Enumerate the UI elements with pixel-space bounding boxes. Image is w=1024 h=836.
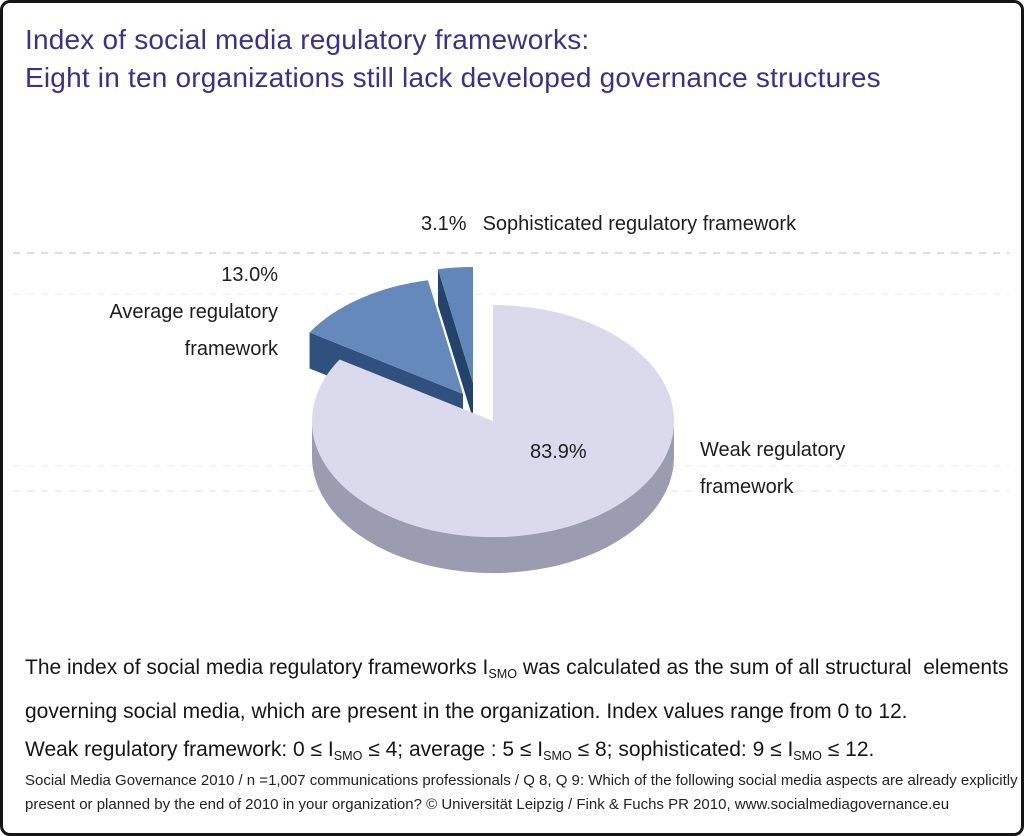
title-line-1: Index of social media regulatory framewo…: [25, 24, 590, 55]
pie-slice-top-average: [309, 280, 463, 394]
pie-slice-top-sophisticated: [437, 267, 473, 383]
slice-name-label-sophisticated: Sophisticated regulatory framework: [482, 213, 797, 235]
page-title: Index of social media regulatory framewo…: [25, 21, 881, 97]
description-line-2: governing social media, which are presen…: [25, 699, 908, 723]
pie-slice-top-weak: [311, 305, 674, 537]
slice-value-label-average: 13.0%: [221, 264, 278, 286]
source-note-line-1: Social Media Governance 2010 / n =1,007 …: [25, 772, 1018, 789]
description-text: The index of social media regulatory fra…: [25, 649, 1015, 775]
callout-sophisticated: 3.1% Sophisticated regulatory framework: [421, 206, 796, 243]
slice-value-label-sophisticated: 3.1%: [421, 213, 467, 235]
description-line-3: Weak regulatory framework: 0 ≤ ISMO ≤ 4;…: [25, 737, 875, 763]
title-line-2: Eight in ten organizations still lack de…: [25, 62, 881, 93]
pie-chart: [309, 267, 674, 574]
dotted-gridline: [13, 293, 1009, 295]
dotted-gridline: [13, 252, 1009, 254]
callout-average: 13.0% Average regulatory framework: [78, 257, 278, 368]
pie-slice-cut-face-sophisticated: [437, 269, 473, 419]
pie-slice-rim-weak: [312, 421, 674, 574]
slice-value-label-weak: 83.9%: [530, 441, 587, 463]
slice-name-label-weak: Weak regulatory framework: [700, 439, 846, 498]
slice-name-label-average: Average regulatory framework: [109, 301, 278, 360]
source-note: Social Media Governance 2010 / n =1,007 …: [25, 769, 1020, 817]
description-line-1: The index of social media regulatory fra…: [25, 656, 1009, 681]
source-note-line-2: present or planned by the end of 2010 in…: [25, 796, 950, 813]
